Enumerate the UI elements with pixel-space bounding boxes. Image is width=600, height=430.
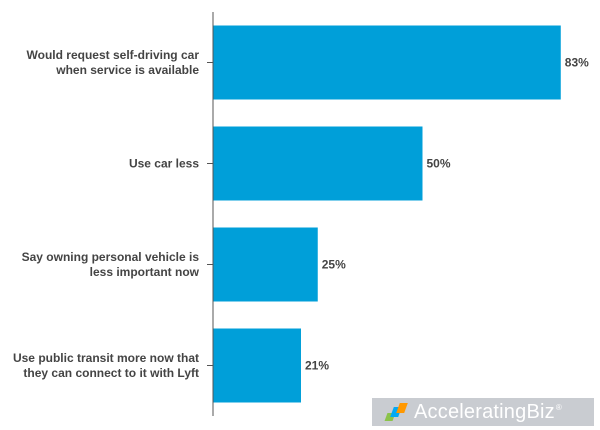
bar-3 <box>213 227 318 302</box>
category-label-3: Say owning personal vehicle is less impor… <box>22 250 200 279</box>
bar-2 <box>213 126 423 201</box>
category-label-1: Would request self-driving car when servi… <box>27 48 200 77</box>
bar-1 <box>213 25 561 100</box>
acceleratingbiz-watermark: AcceleratingBiz® <box>372 398 594 426</box>
value-label-4: 21% <box>305 359 329 373</box>
category-label-2: Use car less <box>129 157 199 171</box>
watermark-text: AcceleratingBiz® <box>414 400 562 423</box>
value-label-1: 83% <box>565 56 589 70</box>
value-label-3: 25% <box>322 258 346 272</box>
bar-4 <box>213 328 301 403</box>
category-label-4: Use public transit more now that they can… <box>13 351 199 380</box>
value-label-2: 50% <box>427 157 451 171</box>
acceleratingbiz-logo-icon <box>384 403 408 421</box>
